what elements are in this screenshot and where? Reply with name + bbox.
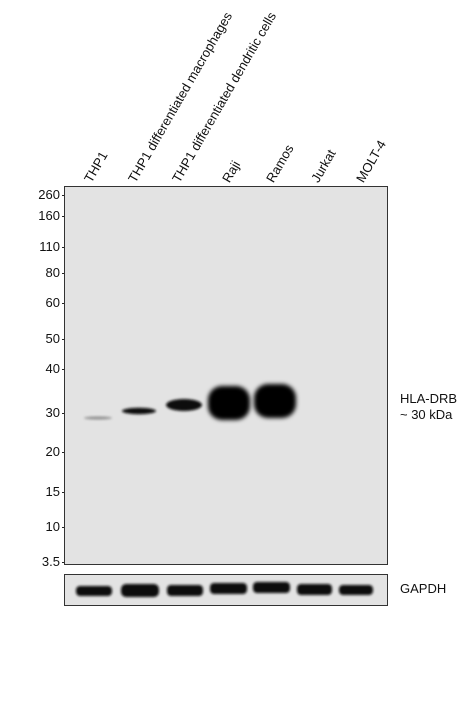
mw-marker-80: 80 (45, 265, 60, 280)
lane-label-ramos: Ramos (263, 141, 297, 185)
gapdh-band-thp1-macrophages (121, 584, 159, 597)
gapdh-bands (76, 582, 373, 597)
gapdh-label: GAPDH (400, 581, 447, 596)
gapdh-band-thp1 (76, 586, 112, 596)
mw-marker-260: 260 (38, 187, 60, 202)
mw-marker-3-5: 3.5 (41, 554, 60, 569)
target-label-name: HLA-DRB (400, 391, 458, 406)
gapdh-band-molt4 (339, 585, 373, 595)
mw-marker-160: 160 (38, 208, 60, 223)
gapdh-band-raji (210, 583, 247, 594)
lane-label-jurkat: Jurkat (308, 146, 339, 185)
lane-label-thp1: THP1 (81, 148, 111, 185)
blot-bands (84, 384, 296, 420)
mw-marker-110: 110 (39, 239, 60, 254)
gapdh-band-thp1-dendritic (167, 585, 203, 596)
mw-marker-15: 15 (45, 484, 60, 499)
gapdh-loading-control-blot (64, 574, 388, 606)
western-blot-membrane (64, 186, 388, 565)
mw-marker-60: 60 (45, 295, 60, 310)
band-thp1-macrophages (122, 407, 156, 415)
mw-marker-40: 40 (45, 361, 60, 376)
band-thp1 (84, 416, 112, 420)
band-ramos (254, 384, 296, 418)
lane-label-raji: Raji (219, 158, 244, 185)
mw-marker-10: 10 (45, 519, 60, 534)
mw-marker-20: 20 (45, 444, 60, 459)
mw-marker-30: 30 (45, 405, 60, 420)
gapdh-band-jurkat (297, 584, 332, 595)
gapdh-band-ramos (253, 582, 290, 593)
mw-marker-50: 50 (45, 331, 60, 346)
target-label-size: ~ 30 kDa (400, 407, 453, 422)
lane-label-molt4: MOLT-4 (353, 137, 389, 185)
band-raji (208, 386, 250, 420)
band-thp1-dendritic (166, 399, 202, 411)
